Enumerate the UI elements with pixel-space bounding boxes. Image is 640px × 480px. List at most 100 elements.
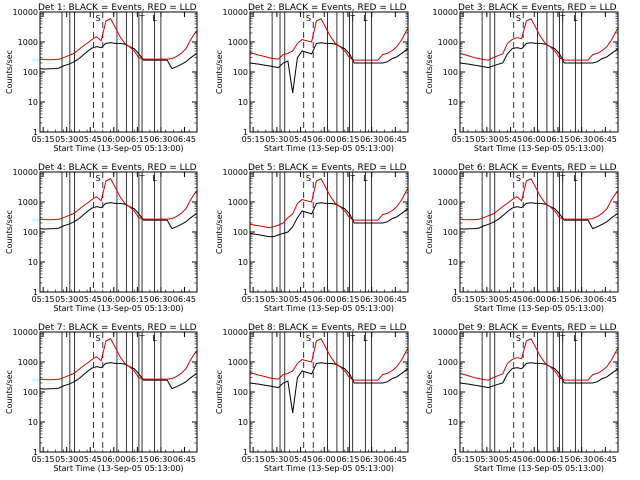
events-line (40, 42, 197, 70)
panel-title: Det 9: BLACK = Events, RED = LLD (458, 323, 617, 333)
x-tick-label: 05:30 (475, 295, 498, 304)
plot-frame (459, 171, 619, 293)
x-axis-label: Start Time (13-Sep-05 05:13:00) (264, 144, 394, 153)
marker-label: S (516, 334, 521, 343)
x-tick-label: 06:45 (173, 455, 196, 464)
x-tick-label: 05:45 (499, 455, 522, 464)
y-tick-label: 1 (33, 448, 38, 457)
y-tick-label: 10000 (433, 168, 458, 177)
lld-line (460, 18, 618, 61)
x-tick-label: 06:15 (336, 455, 359, 464)
marker-label: T (139, 174, 145, 183)
x-tick-label: 06:00 (102, 135, 125, 144)
marker-label: T (559, 174, 565, 183)
x-tick-label: 05:15 (32, 295, 55, 304)
marker-label: S (96, 174, 101, 183)
marker-label: L (573, 334, 578, 343)
y-tick-label: 100 (443, 68, 458, 77)
lld-line (460, 178, 618, 221)
x-tick-label: 05:15 (32, 455, 55, 464)
marker-label: L (152, 14, 157, 23)
y-tick-label: 10 (28, 258, 38, 267)
x-tick-label: 06:15 (126, 455, 149, 464)
marker-label: L (363, 14, 368, 23)
x-tick-label: 06:00 (102, 295, 125, 304)
x-tick-label: 05:45 (79, 295, 102, 304)
y-tick-label: 1000 (18, 358, 38, 367)
x-tick-label: 05:45 (79, 455, 102, 464)
y-tick-label: 10000 (223, 168, 248, 177)
x-tick-label: 06:30 (360, 135, 383, 144)
y-axis-label: Counts/sec (215, 370, 224, 414)
x-tick-label: 05:15 (242, 455, 265, 464)
marker-label: S (306, 174, 311, 183)
x-tick-label: 05:30 (265, 135, 288, 144)
y-tick-label: 1000 (438, 198, 458, 207)
events-line (250, 202, 408, 238)
x-tick-label: 06:15 (126, 295, 149, 304)
lld-line (460, 338, 618, 381)
y-tick-label: 100 (233, 388, 248, 397)
x-axis-label: Start Time (13-Sep-05 05:13:00) (474, 464, 604, 473)
y-tick-label: 10 (448, 258, 458, 267)
x-tick-label: 06:30 (149, 295, 172, 304)
x-tick-label: 06:15 (336, 295, 359, 304)
events-line (40, 202, 197, 230)
x-tick-label: 05:30 (265, 455, 288, 464)
y-tick-label: 10000 (13, 168, 38, 177)
marker-label: T (559, 334, 565, 343)
y-tick-label: 10000 (223, 8, 248, 17)
x-tick-label: 05:30 (265, 295, 288, 304)
marker-label: T (349, 174, 355, 183)
plot-frame (249, 171, 409, 293)
x-tick-label: 05:30 (55, 455, 78, 464)
x-tick-label: 06:15 (546, 295, 569, 304)
marker-label: S (306, 14, 311, 23)
y-tick-label: 1 (453, 128, 458, 137)
y-tick-label: 10000 (13, 8, 38, 17)
x-tick-label: 05:30 (55, 135, 78, 144)
y-axis-label: Counts/sec (5, 210, 14, 254)
x-tick-label: 06:45 (173, 295, 196, 304)
x-tick-label: 06:15 (546, 135, 569, 144)
events-line (460, 42, 618, 69)
y-tick-label: 10000 (433, 328, 458, 337)
x-tick-label: 05:15 (242, 135, 265, 144)
y-tick-label: 100 (23, 388, 38, 397)
events-line (250, 42, 408, 94)
marker-label: S (96, 14, 101, 23)
lld-line (250, 18, 408, 61)
x-tick-label: 05:15 (452, 295, 475, 304)
x-tick-label: 06:45 (384, 135, 407, 144)
y-axis-label: Counts/sec (425, 50, 434, 94)
marker-label: L (152, 174, 157, 183)
y-tick-label: 10 (448, 98, 458, 107)
y-tick-label: 1000 (18, 38, 38, 47)
y-tick-label: 1 (453, 448, 458, 457)
y-tick-label: 10 (238, 98, 248, 107)
y-tick-label: 1000 (228, 38, 248, 47)
plot-frame (459, 331, 619, 453)
x-axis-label: Start Time (13-Sep-05 05:13:00) (474, 304, 604, 313)
marker-label: S (516, 174, 521, 183)
plot-frame (249, 331, 409, 453)
x-tick-label: 05:15 (242, 295, 265, 304)
y-tick-label: 1 (243, 448, 248, 457)
marker-label: T (349, 14, 355, 23)
y-axis-label: Counts/sec (425, 210, 434, 254)
panel-title: Det 5: BLACK = Events, RED = LLD (248, 163, 407, 173)
x-tick-label: 05:30 (55, 295, 78, 304)
lld-line (40, 18, 197, 61)
x-axis-label: Start Time (13-Sep-05 05:13:00) (264, 464, 394, 473)
x-tick-label: 06:45 (173, 135, 196, 144)
marker-label: L (152, 334, 157, 343)
x-tick-label: 06:30 (360, 295, 383, 304)
lld-line (40, 338, 197, 381)
lld-line (250, 178, 408, 229)
